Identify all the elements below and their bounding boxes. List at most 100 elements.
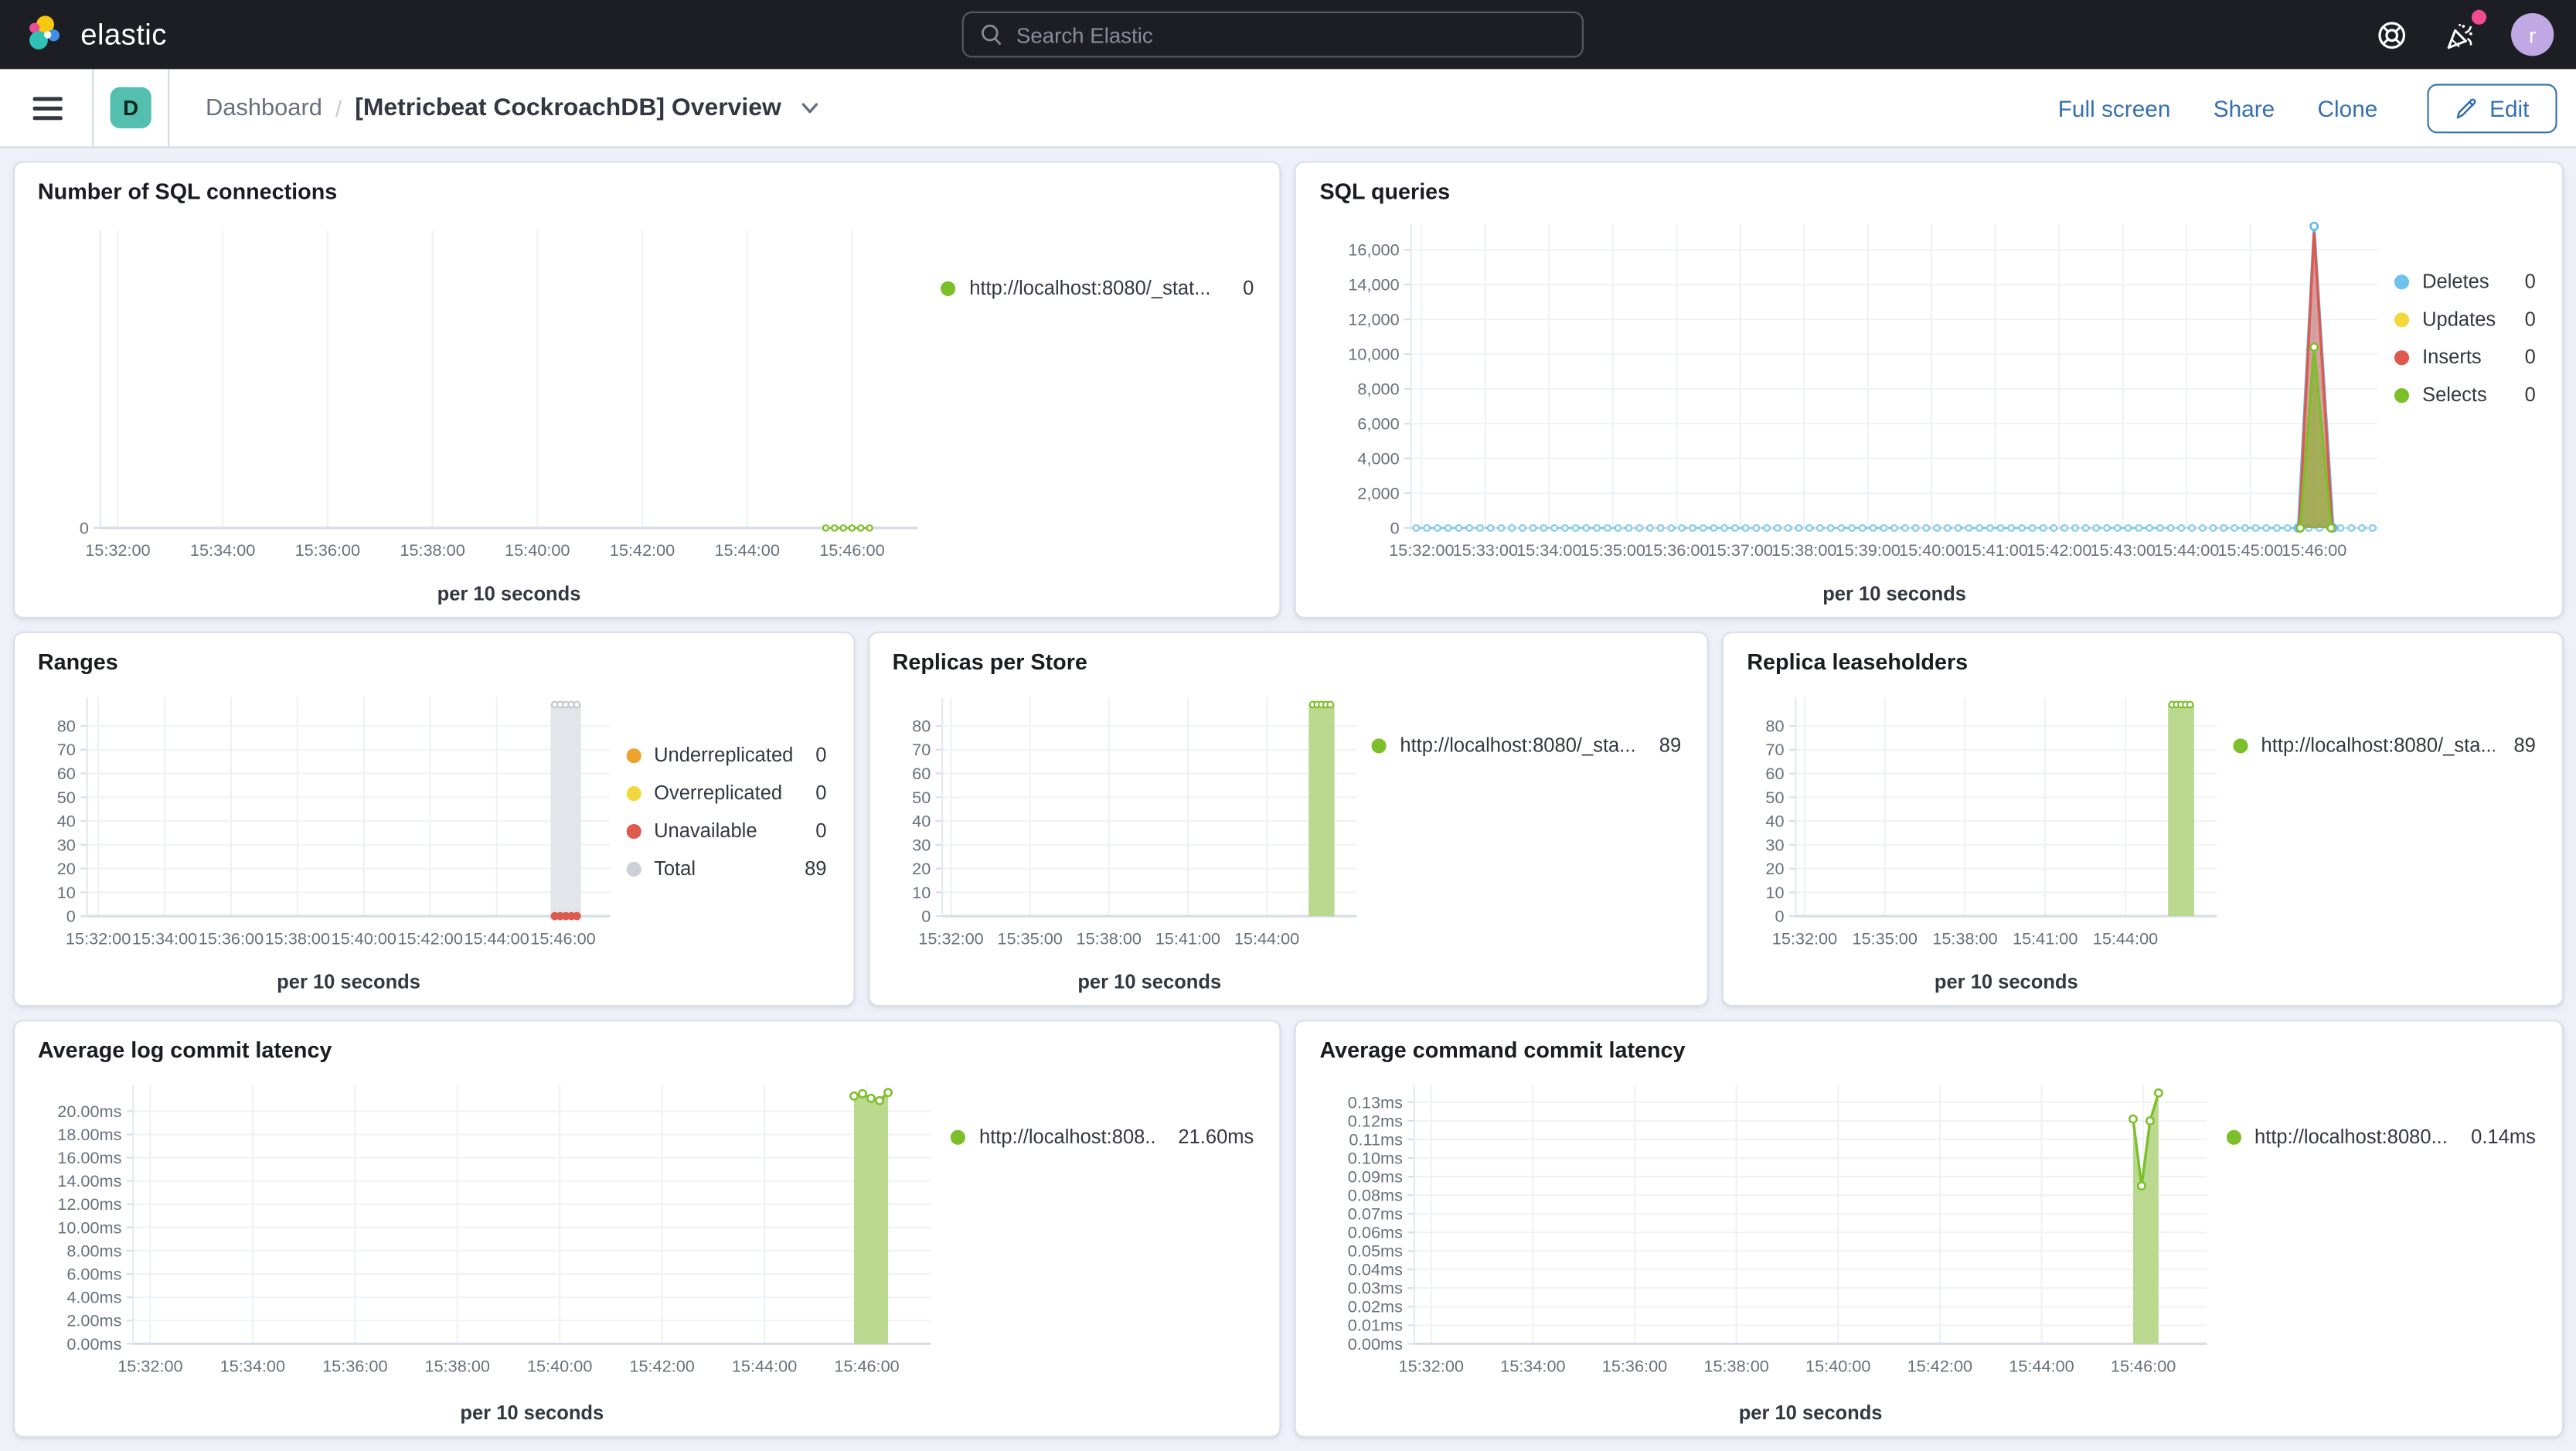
- y-tick-label: 12.00ms: [57, 1194, 121, 1214]
- x-tick-label: 15:40:00: [1806, 1357, 1871, 1376]
- x-tick-label: 15:44:00: [1234, 928, 1298, 948]
- x-axis-label: per 10 seconds: [1077, 972, 1221, 993]
- clone-button[interactable]: Clone: [2317, 94, 2378, 121]
- search-box[interactable]: [961, 11, 1584, 58]
- x-tick-label: 15:34:00: [190, 540, 255, 560]
- legend-item[interactable]: http://localhost:8080... 0.14ms: [2226, 1125, 2536, 1148]
- legend-item[interactable]: http://localhost:8080/_stat... 0: [941, 276, 1254, 299]
- x-tick-label: 15:41:00: [1155, 928, 1220, 948]
- legend-label: Updates: [2422, 307, 2496, 331]
- legend-item[interactable]: http://localhost:8080/_sta... 89: [2233, 734, 2536, 757]
- full-screen-button[interactable]: Full screen: [2057, 94, 2171, 121]
- pencil-icon: [2456, 97, 2476, 118]
- help-button[interactable]: [2373, 16, 2409, 53]
- avg-command-commit-latency-chart[interactable]: 0.00ms 0.01ms 0.02ms 0.03ms 0.04ms 0.05ms 0.06…: [1306, 1062, 2226, 1429]
- title-menu-button[interactable]: [798, 95, 822, 120]
- x-tick-label: 15:35:00: [997, 928, 1062, 948]
- legend-dot-icon: [941, 280, 957, 295]
- y-tick-label: 0: [66, 907, 76, 926]
- y-tick-label: 8,000: [1358, 379, 1400, 398]
- x-tick-label: 15:40:00: [505, 540, 570, 560]
- x-axis-label: per 10 seconds: [437, 584, 581, 605]
- x-tick-label: 15:44:00: [715, 540, 780, 560]
- avg-command-commit-latency-svg: 0.00ms0.01ms0.02ms0.03ms0.04ms0.05ms0.06…: [1349, 1085, 2208, 1424]
- breadcrumb: Dashboard / [Metricbeat CockroachDB] Ove…: [206, 94, 822, 121]
- x-tick-label: 15:36:00: [1603, 1357, 1668, 1376]
- x-tick-label: 15:41:00: [2013, 928, 2078, 948]
- search-icon: [982, 24, 1002, 46]
- x-tick-label: 15:32:00: [918, 928, 983, 948]
- legend-item[interactable]: http://localhost:808... 21.60ms: [951, 1125, 1254, 1148]
- y-tick-label: 4.00ms: [66, 1288, 121, 1307]
- replicas-per-store-chart[interactable]: 0 10 20 30 40 50 60 70 80 15:32:00 15:35:00 15:38:0…: [880, 674, 1373, 998]
- x-tick-label: 15:46:00: [819, 540, 884, 560]
- header-divider: [168, 69, 170, 147]
- x-tick-label: 15:36:00: [1645, 540, 1710, 560]
- avg-log-commit-latency-chart[interactable]: 0.00ms 2.00ms 4.00ms 6.00ms 8.00ms 10.00ms 12.…: [25, 1062, 951, 1429]
- replica-leaseholders-chart[interactable]: 0 10 20 30 40 50 60 70 80 15:32:00 15:35:00 15:38:0…: [1734, 674, 2233, 998]
- elastic-logo[interactable]: elastic: [23, 13, 167, 56]
- breadcrumb-separator: /: [335, 94, 342, 121]
- x-tick-label: 15:41:00: [1964, 540, 2029, 560]
- panel-average-log-commit-latency: Average log commit latency 0.00ms 2.00ms 4…: [13, 1020, 1282, 1438]
- panel-ranges: Ranges 0 10 20 30 40 50 60 70 80 15:32:00 15:34:00…: [13, 632, 855, 1007]
- search-input[interactable]: [1016, 22, 1566, 47]
- legend-item[interactable]: Overreplicated 0: [625, 782, 827, 804]
- legend-item[interactable]: Updates 0: [2394, 308, 2536, 331]
- y-tick-label: 20: [57, 859, 76, 878]
- y-tick-label: 30: [911, 835, 930, 854]
- legend-item[interactable]: Unavailable 0: [625, 819, 827, 842]
- x-tick-label: 15:32:00: [1772, 928, 1837, 948]
- legend-item[interactable]: Total 89: [625, 857, 827, 880]
- y-tick-label: 50: [57, 788, 76, 807]
- y-tick-label: 70: [911, 740, 930, 759]
- panel-title: Replicas per Store: [892, 649, 1087, 675]
- ranges-chart[interactable]: 0 10 20 30 40 50 60 70 80 15:32:00 15:34:00 15:36:0…: [25, 674, 626, 998]
- legend-value: 0: [1243, 276, 1254, 300]
- ranges-svg: 0 10 20 30 40 50 60 70 80 15:32:00 15:34:00 15:36:0…: [57, 697, 611, 993]
- legend-value: 0: [2524, 383, 2536, 407]
- y-tick-label: 0.08ms: [1349, 1186, 1404, 1205]
- avg-log-commit-latency-legend: http://localhost:808... 21.60ms: [951, 1062, 1268, 1429]
- legend-label: Underreplicated: [654, 743, 794, 767]
- y-tick-label: 20: [911, 859, 930, 878]
- edit-button[interactable]: Edit: [2427, 83, 2557, 133]
- main-menu-button[interactable]: [20, 80, 76, 135]
- panel-title: Ranges: [37, 649, 118, 675]
- y-tick-label: 0.11ms: [1349, 1129, 1404, 1149]
- panel-average-command-commit-latency: Average command commit latency 0.00ms 0.0…: [1295, 1020, 2564, 1438]
- y-tick-label: 40: [911, 812, 930, 831]
- user-avatar[interactable]: r: [2510, 13, 2554, 56]
- legend-label: http://localhost:8080/_sta...: [1400, 733, 1636, 757]
- legend-item[interactable]: Inserts 0: [2394, 346, 2536, 369]
- panel-title: Number of SQL connections: [37, 179, 338, 204]
- x-tick-label: 15:44:00: [464, 928, 529, 948]
- news-button[interactable]: [2442, 9, 2487, 53]
- x-tick-label: 15:44:00: [732, 1357, 797, 1376]
- x-axis-label: per 10 seconds: [277, 972, 420, 993]
- y-tick-label: 60: [57, 764, 76, 783]
- legend-label: Total: [654, 857, 696, 880]
- sql-connections-chart[interactable]: 0 15:32:00 15:34:00 15:36:00 15:38:00 15:40:0…: [25, 204, 941, 611]
- y-tick-label: 6,000: [1358, 414, 1400, 433]
- legend-item[interactable]: Underreplicated 0: [625, 743, 827, 767]
- replicas-per-store-svg: 0 10 20 30 40 50 60 70 80 15:32:00 15:35:00 15:38:0…: [911, 697, 1356, 993]
- y-tick-label: 10,000: [1349, 345, 1400, 364]
- sql-queries-chart[interactable]: 0 2,000 4,000 6,000 8,000 10,000 12,000 14,000 1…: [1306, 204, 2394, 611]
- legend-item[interactable]: Deletes 0: [2394, 270, 2536, 293]
- x-tick-label: 15:37:00: [1709, 540, 1774, 560]
- x-tick-label: 15:38:00: [1704, 1357, 1769, 1376]
- y-tick-label: 0.02ms: [1349, 1297, 1404, 1316]
- x-tick-label: 15:38:00: [1076, 928, 1141, 948]
- legend-item[interactable]: Selects 0: [2394, 383, 2536, 407]
- party-popper-icon: [2446, 22, 2472, 49]
- space-switcher[interactable]: D: [110, 87, 151, 128]
- share-button[interactable]: Share: [2213, 94, 2275, 121]
- legend-item[interactable]: http://localhost:8080/_sta... 89: [1372, 734, 1681, 757]
- x-tick-label: 15:38:00: [425, 1357, 490, 1376]
- replicas-per-store-legend: http://localhost:8080/_sta... 89: [1372, 674, 1694, 998]
- edit-button-label: Edit: [2489, 94, 2530, 121]
- avg-command-commit-latency-legend: http://localhost:8080... 0.14ms: [2226, 1062, 2549, 1429]
- y-tick-label: 0: [920, 907, 930, 926]
- breadcrumb-dashboard-link[interactable]: Dashboard: [205, 94, 322, 121]
